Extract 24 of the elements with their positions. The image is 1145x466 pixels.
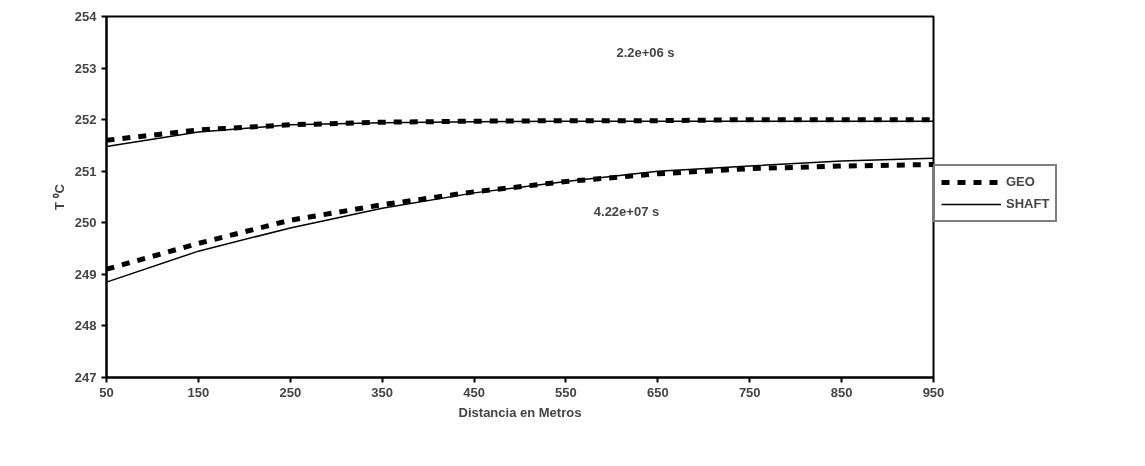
x-tick-label: 550 [555, 384, 577, 400]
y-tick-label: 247 [74, 370, 97, 385]
x-tick-label: 850 [830, 384, 853, 400]
x-tick-label: 950 [922, 384, 945, 400]
x-axis-title: Distancia en Metros [458, 404, 582, 420]
annotation: 2.2e+06 s [616, 45, 675, 60]
y-tick-label: 254 [74, 9, 98, 24]
y-tick-label: 248 [74, 318, 97, 334]
legend-label: SHAFT [1006, 196, 1050, 211]
y-tick-label: 253 [74, 60, 97, 76]
y-tick-label: 249 [74, 266, 97, 282]
x-tick-label: 350 [371, 384, 394, 400]
y-tick-label: 251 [74, 163, 97, 179]
legend-label: GEO [1006, 174, 1036, 189]
x-tick-label: 650 [646, 384, 669, 400]
x-tick-label: 150 [187, 384, 210, 400]
x-tick-label: 750 [738, 384, 761, 400]
y-tick-label: 250 [74, 215, 97, 231]
y-tick-label: 252 [74, 112, 97, 128]
annotation: 4.22e+07 s [593, 204, 660, 219]
x-tick-label: 250 [279, 384, 302, 400]
x-tick-label: 450 [463, 384, 485, 400]
x-tick-label: 50 [99, 384, 114, 400]
y-axis-title: T ⁰C [51, 183, 67, 210]
